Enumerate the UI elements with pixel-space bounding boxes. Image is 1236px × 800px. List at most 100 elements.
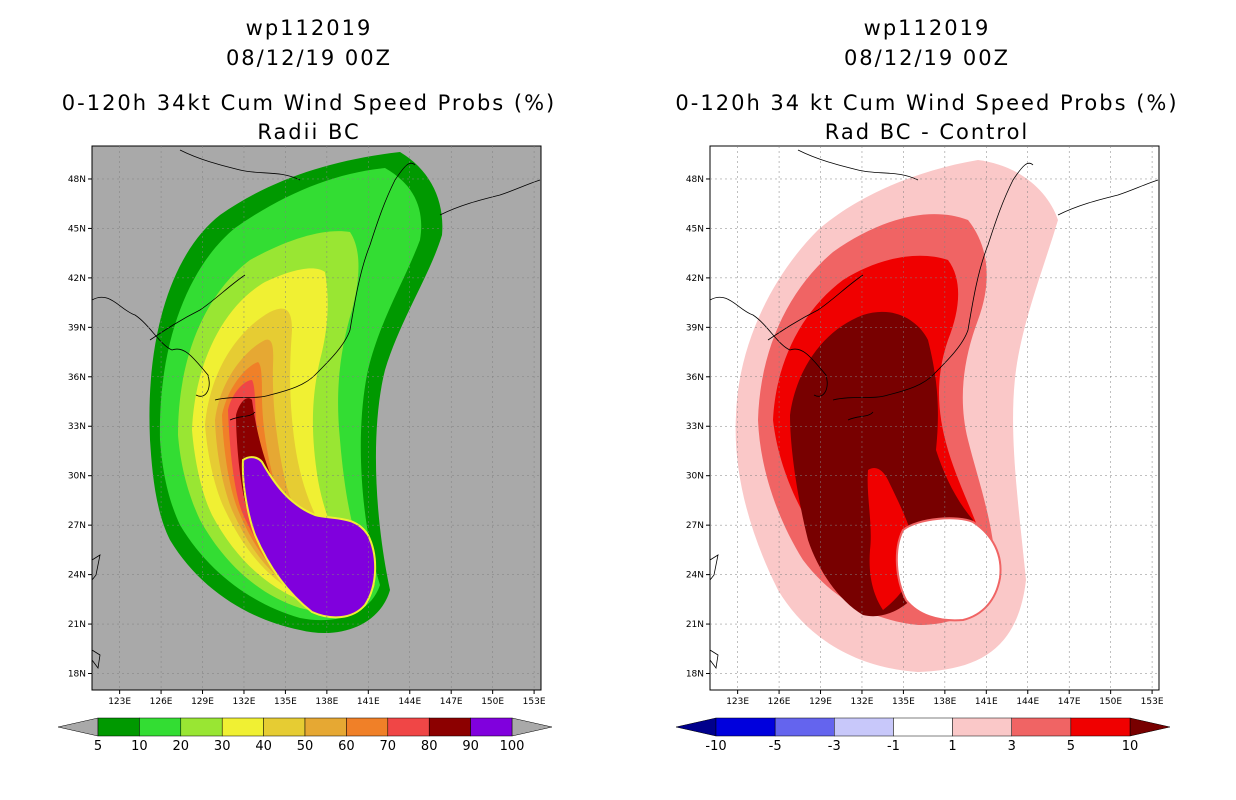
contour-center-blank [895,517,1002,622]
y-tick-label: 36N [68,373,86,383]
coastlines [91,149,541,670]
chart-title: 0-120h 34 kt Cum Wind Speed Probs (%) [675,91,1179,115]
y-tick-label: 27N [686,521,704,531]
y-tick-label: 48N [68,175,86,185]
chart-subtitle: Radii BC [257,120,361,144]
colorbar-segment [263,717,306,737]
datetime: 08/12/19 00Z [843,46,1011,70]
colorbar-segment [834,717,894,737]
colorbar-segment [470,717,513,737]
x-tick-label: 144E [398,697,421,707]
colorbar-label: 20 [173,739,190,754]
colorbar-segment [97,717,140,737]
probability-contours [149,152,443,634]
colorbar-label: 1 [948,739,956,754]
tick-labels: 123E 126E 129E 132E 135E 138E 141E 144E 147E 150E… [68,175,546,707]
colorbar-segment [774,717,835,737]
chart-subtitle: Rad BC - Control [824,120,1030,144]
colorbar-segment [139,717,182,737]
colorbar-label: 30 [214,739,231,754]
y-tick-label: 48N [686,175,704,185]
colorbar-label: 80 [421,739,438,754]
grid-lines [710,146,1159,690]
colorbar-segment [952,717,1012,737]
grid-lines [92,146,541,690]
contour-90 [241,456,377,619]
left-panel: wp112019 08/12/19 00Z 0-120h 34kt Cum Wi… [57,16,557,754]
colorbar-label: 10 [1122,739,1139,754]
colorbar-segment [387,717,430,737]
x-tick-label: 150E [1099,697,1122,707]
colorbar-segment [1070,717,1131,737]
x-tick-label: 138E [315,697,338,707]
y-tick-label: 45N [686,224,704,234]
y-tick-label: 18N [686,670,704,680]
colorbar-label: -5 [769,739,782,754]
colorbar-low-arrow [57,717,99,737]
x-tick-label: 135E [892,697,915,707]
colorbar-label: 3 [1008,739,1016,754]
x-tick-label: 132E [233,697,256,707]
colorbar-segment [180,717,223,737]
colorbar-segment [428,717,471,737]
colorbar-high-arrow [511,717,553,737]
right-chart-svg: 123E 126E 129E 132E 135E 138E 141E 144E 147E 150E… [675,145,1171,754]
y-tick-label: 24N [68,571,86,581]
right-panel: wp112019 08/12/19 00Z 0-120h 34 kt Cum W… [618,0,1236,800]
y-tick-label: 21N [68,620,86,630]
x-tick-label: 144E [1016,697,1039,707]
colorbar-label: 5 [1067,739,1075,754]
x-tick-label: 132E [851,697,874,707]
colorbar-segment [1011,717,1072,737]
coastlines [709,149,1159,670]
colorbar-label: 70 [380,739,397,754]
colorbar-segment [304,717,347,737]
x-tick-label: 123E [108,697,131,707]
chart-title: 0-120h 34kt Cum Wind Speed Probs (%) [61,91,557,115]
x-tick-label: 123E [726,697,749,707]
y-tick-label: 45N [68,224,86,234]
colorbar-label: 40 [255,739,272,754]
y-tick-label: 33N [68,422,86,432]
x-tick-label: 126E [768,697,791,707]
colorbar-segment [893,717,953,737]
x-tick-label: 129E [809,697,832,707]
y-tick-label: 39N [68,323,86,333]
colorbar-label: -10 [705,739,726,754]
colorbar-label: 100 [500,739,525,754]
difference-contours [735,160,1058,672]
y-tick-label: 30N [686,472,704,482]
colorbar: -10 -5 -3 -1 1 3 5 10 [675,717,1171,754]
colorbar: 5 10 20 30 40 50 60 70 80 90 100 [57,717,553,754]
x-tick-label: 153E [1141,697,1164,707]
y-tick-label: 24N [686,571,704,581]
x-tick-label: 126E [150,697,173,707]
colorbar-segment [715,717,776,737]
colorbar-label: 50 [297,739,314,754]
x-tick-label: 150E [481,697,504,707]
y-tick-label: 30N [68,472,86,482]
x-tick-label: 141E [975,697,998,707]
y-tick-label: 18N [68,670,86,680]
y-tick-label: 39N [686,323,704,333]
colorbar-label: 10 [131,739,148,754]
x-tick-label: 147E [1058,697,1081,707]
colorbar-label: -1 [887,739,900,754]
x-tick-label: 147E [440,697,463,707]
colorbar-label: 60 [338,739,355,754]
y-tick-label: 33N [686,422,704,432]
storm-id: wp112019 [245,16,373,40]
datetime: 08/12/19 00Z [225,46,393,70]
colorbar-label: 5 [94,739,102,754]
colorbar-segment [221,717,264,737]
left-chart-svg: 123E 126E 129E 132E 135E 138E 141E 144E 147E 150E… [57,145,553,754]
tick-labels: 123E 126E 129E 132E 135E 138E 141E 144E 147E 150E… [686,175,1164,707]
x-tick-label: 135E [274,697,297,707]
storm-id: wp112019 [863,16,991,40]
y-tick-label: 21N [686,620,704,630]
y-tick-label: 36N [686,373,704,383]
colorbar-label: -3 [828,739,841,754]
y-tick-label: 42N [686,274,704,284]
colorbar-low-arrow [675,717,717,737]
x-tick-label: 129E [191,697,214,707]
